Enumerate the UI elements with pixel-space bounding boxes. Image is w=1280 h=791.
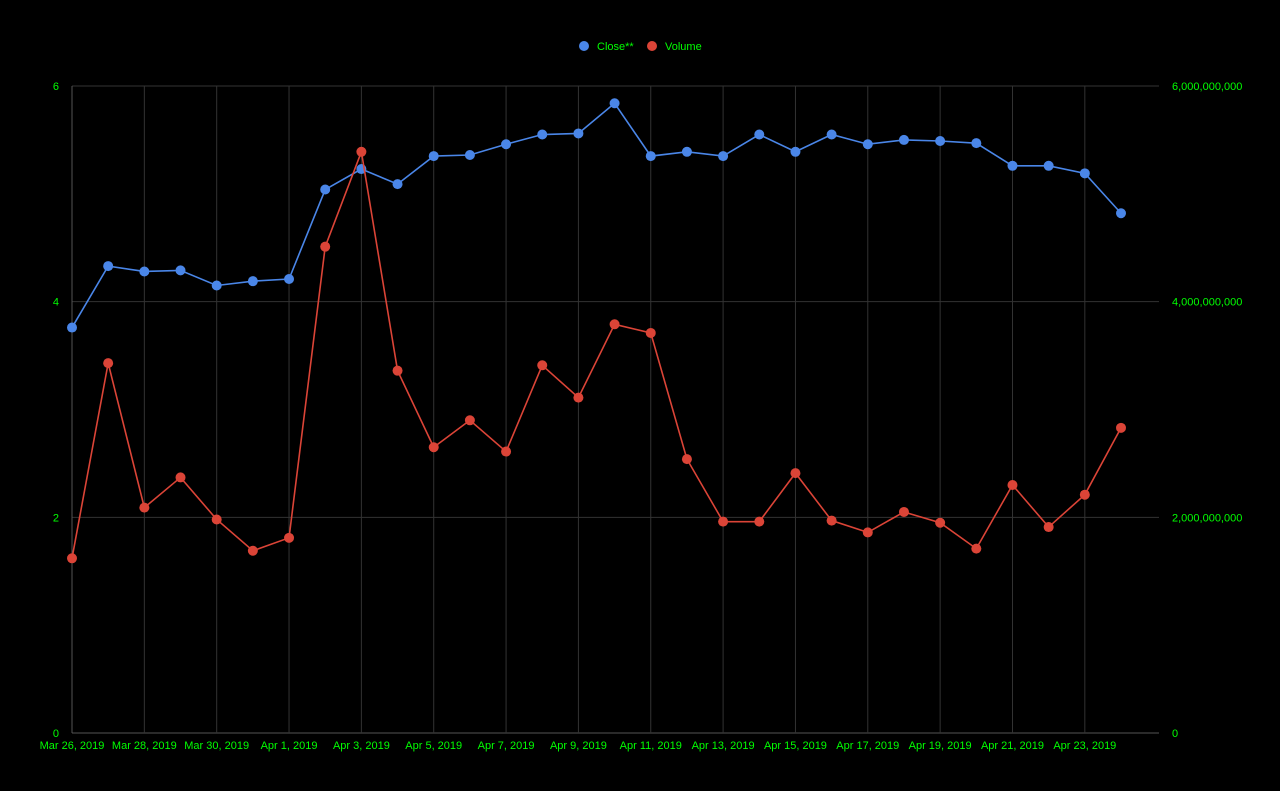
x-tick-label: Apr 17, 2019: [836, 740, 899, 752]
data-point[interactable]: [501, 139, 512, 150]
data-point[interactable]: [898, 134, 909, 145]
x-tick-label: Apr 11, 2019: [620, 740, 682, 752]
x-tick-label: Apr 7, 2019: [478, 740, 535, 752]
x-tick-label: Apr 19, 2019: [909, 740, 972, 752]
x-tick-label: Apr 21, 2019: [981, 740, 1044, 752]
data-point[interactable]: [211, 280, 222, 291]
data-point[interactable]: [67, 322, 77, 333]
data-point[interactable]: [971, 138, 982, 149]
data-point[interactable]: [1079, 489, 1090, 500]
data-point[interactable]: [754, 516, 765, 527]
data-point[interactable]: [681, 454, 692, 465]
data-point[interactable]: [501, 446, 512, 457]
data-point[interactable]: [284, 274, 295, 285]
data-point[interactable]: [1007, 160, 1018, 171]
legend: Close** Volume: [579, 41, 702, 53]
data-point[interactable]: [320, 241, 331, 252]
x-tick-label: Mar 30, 2019: [184, 740, 249, 752]
data-point[interactable]: [718, 151, 729, 162]
series-layer: [67, 98, 1126, 564]
data-point[interactable]: [247, 545, 258, 556]
x-tick-label: Apr 13, 2019: [692, 740, 755, 752]
data-point[interactable]: [139, 266, 150, 277]
data-point[interactable]: [898, 506, 909, 517]
data-point[interactable]: [1116, 208, 1126, 219]
y-right-tick-label: 0: [1172, 728, 1178, 740]
data-point[interactable]: [935, 135, 946, 146]
legend-marker: [647, 41, 657, 51]
data-point[interactable]: [211, 514, 222, 525]
x-tick-label: Apr 1, 2019: [261, 740, 318, 752]
data-point[interactable]: [67, 553, 77, 564]
data-point[interactable]: [790, 468, 801, 479]
data-point[interactable]: [790, 146, 801, 157]
data-point[interactable]: [573, 128, 584, 139]
data-point[interactable]: [826, 129, 837, 140]
series-line-volume: [71, 148, 1122, 559]
data-point[interactable]: [392, 365, 403, 376]
x-tick-label: Apr 9, 2019: [550, 740, 607, 752]
legend-marker: [579, 41, 589, 51]
data-point[interactable]: [537, 360, 548, 371]
data-point[interactable]: [645, 151, 656, 162]
data-point[interactable]: [537, 129, 548, 140]
data-point[interactable]: [971, 543, 982, 554]
data-point[interactable]: [284, 532, 295, 543]
axes: 0 0 2 2,000,000,000 4 4,000,000,000 6 6,000,000…: [40, 81, 1243, 752]
x-tick-label: Apr 5, 2019: [405, 740, 462, 752]
y-left-tick-label: 2: [53, 512, 59, 524]
data-point[interactable]: [103, 358, 114, 369]
y-right-tick-label: 4,000,000,000: [1172, 297, 1242, 309]
data-point[interactable]: [1007, 479, 1018, 490]
data-point[interactable]: [464, 415, 475, 426]
data-point[interactable]: [139, 502, 150, 513]
y-left-tick-label: 4: [53, 297, 59, 309]
data-point[interactable]: [1116, 422, 1126, 433]
data-point[interactable]: [609, 98, 620, 109]
data-point[interactable]: [320, 184, 331, 195]
y-right-tick-label: 6,000,000,000: [1172, 81, 1242, 93]
data-point[interactable]: [464, 150, 475, 161]
gridlines: [71, 85, 1159, 734]
data-point[interactable]: [428, 151, 439, 162]
data-point[interactable]: [645, 327, 656, 338]
x-tick-label: Apr 15, 2019: [764, 740, 827, 752]
data-point[interactable]: [681, 146, 692, 157]
y-left-tick-label: 6: [53, 81, 59, 93]
x-tick-label: Apr 23, 2019: [1053, 740, 1116, 752]
data-point[interactable]: [247, 276, 258, 287]
data-point[interactable]: [862, 139, 873, 150]
legend-label[interactable]: Close**: [597, 41, 634, 53]
x-tick-label: Apr 3, 2019: [333, 740, 390, 752]
data-point[interactable]: [428, 442, 439, 453]
y-left-tick-label: 0: [53, 728, 59, 740]
data-point[interactable]: [1043, 160, 1054, 171]
data-point[interactable]: [175, 472, 186, 483]
data-point[interactable]: [356, 146, 367, 157]
y-right-tick-label: 2,000,000,000: [1172, 512, 1242, 524]
data-point[interactable]: [392, 179, 403, 190]
data-point[interactable]: [573, 392, 584, 403]
data-point[interactable]: [609, 319, 620, 330]
series-line-close: [71, 102, 1122, 328]
data-point[interactable]: [935, 517, 946, 528]
data-point[interactable]: [175, 265, 186, 276]
x-tick-label: Mar 26, 2019: [40, 740, 105, 752]
data-point[interactable]: [826, 515, 837, 526]
data-point[interactable]: [103, 261, 114, 272]
data-point[interactable]: [718, 516, 729, 527]
data-point[interactable]: [1079, 168, 1090, 179]
legend-label[interactable]: Volume: [665, 41, 702, 53]
data-point[interactable]: [862, 527, 873, 538]
x-tick-label: Mar 28, 2019: [112, 740, 177, 752]
data-point[interactable]: [1043, 522, 1054, 533]
data-point[interactable]: [754, 129, 765, 140]
